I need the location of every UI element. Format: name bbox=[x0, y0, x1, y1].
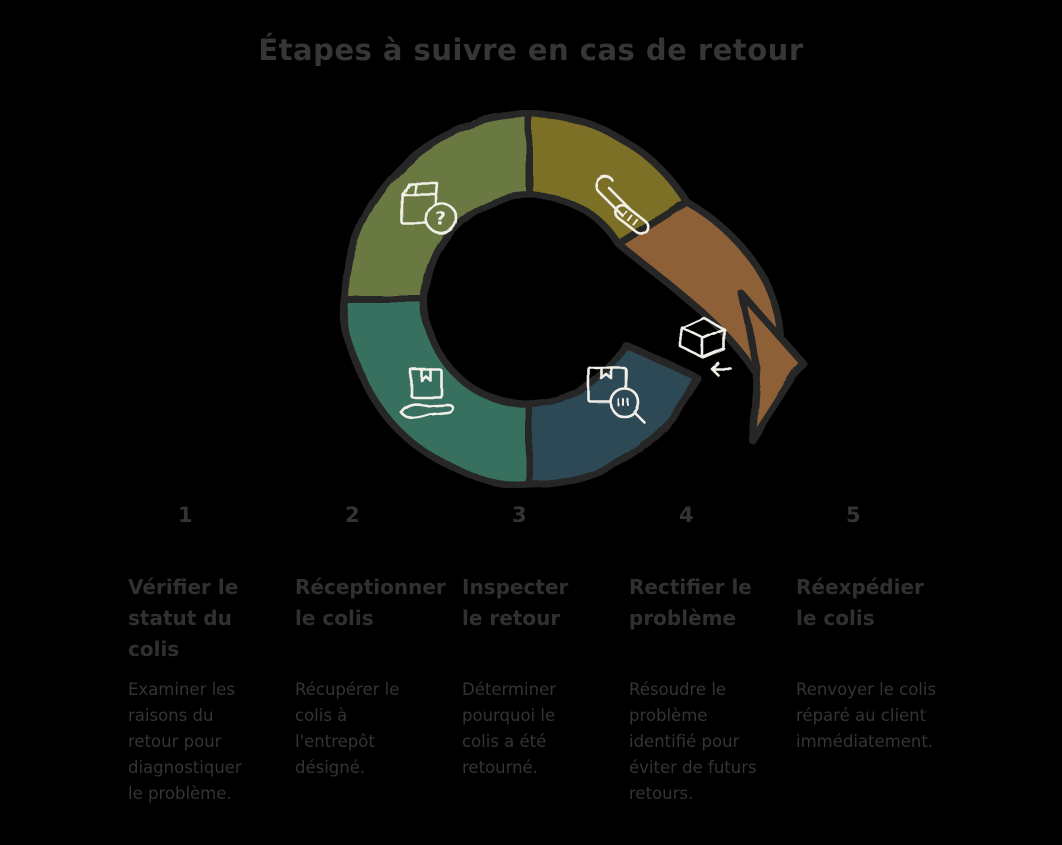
step-heading: Réexpédier le colis bbox=[796, 575, 924, 630]
segment-repair-problem bbox=[526, 111, 691, 248]
hand-box-icon bbox=[398, 367, 454, 419]
step-number: 4 bbox=[679, 503, 694, 527]
step-heading: Inspecter le retour bbox=[462, 575, 569, 630]
step-column-5: 5 Réexpédier le colis Renvoyer le colis … bbox=[794, 503, 964, 843]
step-column-4: 4 Rectifier le problème Résoudre le prob… bbox=[627, 503, 797, 843]
step-body: Résoudre le problème identifié pour évit… bbox=[629, 680, 757, 804]
step-heading: Vérifier le statut du colis bbox=[128, 575, 239, 661]
step-body: Renvoyer le colis réparé au client imméd… bbox=[796, 680, 937, 752]
segment-verify-status bbox=[341, 111, 534, 304]
step-column-3: 3 Inspecter le retour Déterminer pourquo… bbox=[460, 503, 630, 843]
step-column-1: 1 Vérifier le statut du colis Examiner l… bbox=[126, 503, 296, 843]
step-column-2: 2 Réceptionner le colis Récupérer le col… bbox=[293, 503, 463, 843]
step-body: Récupérer le colis à l'entrepôt désigné. bbox=[295, 680, 400, 778]
arrowhead bbox=[736, 288, 806, 444]
page-title: Étapes à suivre en cas de retour bbox=[258, 33, 804, 67]
step-number: 5 bbox=[846, 503, 861, 527]
segment-receive-package bbox=[341, 296, 534, 489]
box-return-arrow-icon bbox=[680, 316, 732, 376]
box-search-icon bbox=[588, 367, 647, 425]
step-number: 1 bbox=[178, 503, 193, 527]
step-number: 3 bbox=[512, 503, 527, 527]
step-body: Examiner les raisons du retour pour diag… bbox=[128, 680, 242, 804]
segment-inspect-return bbox=[526, 340, 702, 489]
box-question-icon: ? bbox=[399, 180, 458, 235]
step-number: 2 bbox=[345, 503, 360, 527]
step-body: Déterminer pourquoi le colis a été retou… bbox=[462, 680, 557, 778]
step-heading: Rectifier le problème bbox=[629, 575, 752, 630]
segment-reship-band bbox=[615, 198, 784, 376]
tools-icon bbox=[594, 175, 650, 236]
svg-text:?: ? bbox=[435, 208, 446, 230]
step-heading: Réceptionner le colis bbox=[295, 575, 446, 630]
